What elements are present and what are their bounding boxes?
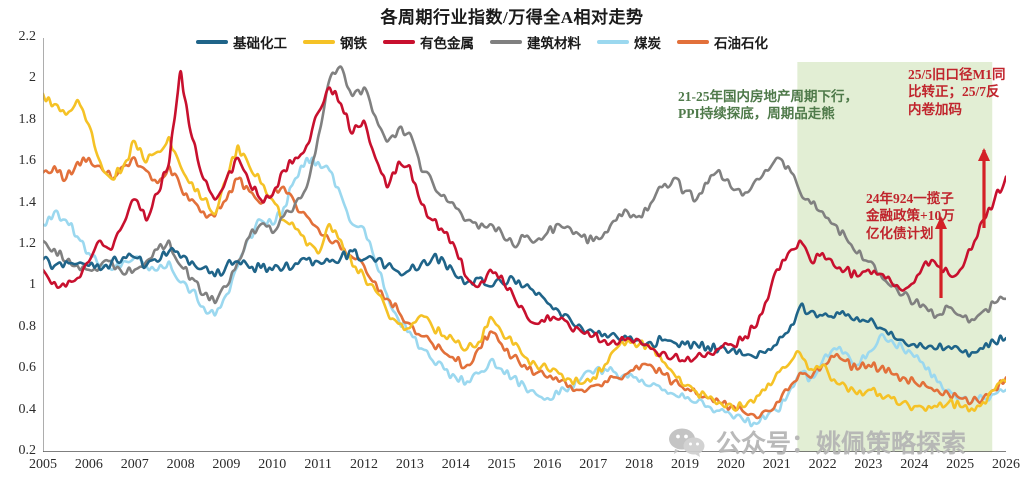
y-tick-label: 0.8 bbox=[18, 318, 37, 334]
x-tick-label: 2022 bbox=[808, 457, 837, 472]
legend-swatch-icon bbox=[383, 40, 415, 44]
x-tick-label: 2011 bbox=[304, 457, 332, 472]
x-tick-label: 2009 bbox=[212, 457, 241, 472]
x-tick-label: 2012 bbox=[350, 457, 378, 472]
legend-label: 有色金属 bbox=[420, 36, 474, 51]
x-tick-label: 2006 bbox=[74, 457, 103, 472]
series-line-石油石化 bbox=[43, 156, 1006, 420]
y-tick-label: 2.2 bbox=[18, 29, 37, 44]
x-tick-label: 2026 bbox=[992, 457, 1020, 472]
x-tick-label: 2010 bbox=[258, 457, 287, 472]
annotation-red-top: 25/5旧口径M1同比转正；25/7反内卷加码 bbox=[908, 67, 1006, 117]
x-tick-label: 2025 bbox=[946, 457, 975, 472]
x-tick-label: 2016 bbox=[533, 457, 562, 472]
x-tick-label: 2020 bbox=[716, 457, 745, 472]
x-tick-label: 2007 bbox=[120, 457, 149, 472]
legend-item-2[interactable]: 有色金属 bbox=[383, 32, 474, 52]
legend-item-4[interactable]: 煤炭 bbox=[597, 32, 661, 52]
y-tick-label: 0.2 bbox=[18, 443, 37, 458]
x-tick-label: 2013 bbox=[395, 457, 424, 472]
annotation-red-mid: 24年924一揽子金融政策+10万亿化债计划 bbox=[866, 191, 955, 241]
legend-label: 煤炭 bbox=[634, 36, 661, 51]
legend-swatch-icon bbox=[677, 40, 709, 44]
y-tick-label: 1.6 bbox=[18, 153, 37, 169]
arrow-m1-2025-head bbox=[978, 148, 990, 161]
legend-swatch-icon bbox=[303, 40, 335, 44]
y-tick-label: 1 bbox=[29, 277, 36, 293]
y-tick-label: 1.4 bbox=[18, 194, 37, 210]
x-tick-label: 2005 bbox=[29, 457, 57, 472]
y-tick-label: 1.8 bbox=[18, 111, 37, 127]
y-tick-label: 2 bbox=[29, 70, 36, 86]
x-tick-label: 2019 bbox=[671, 457, 699, 472]
arrow-policy-2024-head bbox=[935, 216, 947, 229]
chart-legend: 基础化工 钢铁 有色金属 建筑材料 煤炭 石油石化 bbox=[196, 32, 768, 52]
series-line-建筑材料 bbox=[43, 65, 1006, 324]
y-tick-label: 0.6 bbox=[18, 360, 37, 376]
chart-svg bbox=[43, 38, 1006, 452]
legend-label: 基础化工 bbox=[233, 36, 287, 51]
x-tick-label: 2018 bbox=[625, 457, 654, 472]
series-line-基础化工 bbox=[43, 246, 1006, 360]
legend-label: 建筑材料 bbox=[527, 36, 581, 51]
legend-item-0[interactable]: 基础化工 bbox=[196, 32, 287, 52]
page-title: 各周期行业指数/万得全A相对走势 bbox=[380, 8, 644, 27]
legend-item-5[interactable]: 石油石化 bbox=[677, 32, 768, 52]
series-line-煤炭 bbox=[43, 156, 1006, 428]
legend-swatch-icon bbox=[490, 40, 522, 44]
annotation-green: 21-25年国内房地产周期下行，PPI持续探底，周期品走熊 bbox=[678, 89, 858, 122]
x-tick-label: 2017 bbox=[579, 457, 608, 472]
series-line-有色金属 bbox=[43, 69, 1006, 363]
y-tick-label: 1.2 bbox=[18, 236, 37, 251]
x-tick-label: 2014 bbox=[441, 457, 470, 472]
x-tick-label: 2008 bbox=[166, 457, 195, 472]
legend-swatch-icon bbox=[597, 40, 629, 44]
x-tick-label: 2023 bbox=[854, 457, 883, 472]
shaded-region bbox=[797, 62, 993, 452]
x-tick-label: 2021 bbox=[762, 457, 791, 472]
legend-label: 钢铁 bbox=[340, 36, 367, 51]
arrow-policy-2024 bbox=[935, 216, 947, 298]
y-tick-label: 0.4 bbox=[18, 401, 37, 417]
x-tick-label: 2015 bbox=[487, 457, 516, 472]
plot-area bbox=[43, 38, 1006, 452]
legend-item-1[interactable]: 钢铁 bbox=[303, 32, 367, 52]
legend-label: 石油石化 bbox=[714, 36, 768, 51]
legend-swatch-icon bbox=[196, 40, 228, 44]
arrow-m1-2025 bbox=[978, 148, 990, 228]
legend-item-3[interactable]: 建筑材料 bbox=[490, 32, 581, 52]
series-line-钢铁 bbox=[43, 92, 1006, 413]
x-tick-label: 2024 bbox=[900, 457, 929, 472]
